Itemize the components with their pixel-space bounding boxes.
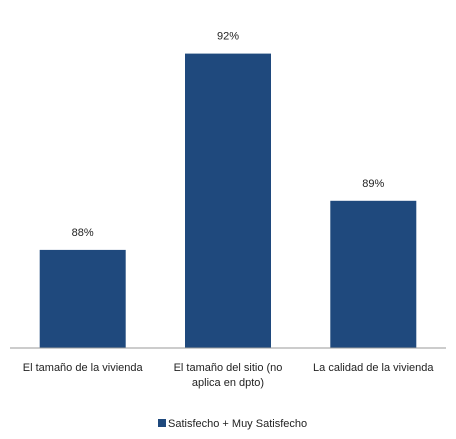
data-label: 89% <box>362 178 384 190</box>
category-label: La calidad de la vivienda <box>313 362 434 374</box>
category-label: El tamaño del sitio (no aplica en dpto) <box>174 362 283 389</box>
bar <box>39 249 126 348</box>
legend-swatch <box>158 419 166 427</box>
bar <box>330 200 417 348</box>
legend-label: Satisfecho + Muy Satisfecho <box>168 418 307 430</box>
category-labels-group: El tamaño de la vivienda El tamaño del si… <box>23 362 435 389</box>
value-labels-group: 88% 92% 89% <box>72 31 385 239</box>
data-label: 92% <box>217 31 239 43</box>
bar <box>185 53 271 348</box>
legend: Satisfecho + Muy Satisfecho <box>158 418 307 430</box>
data-label: 88% <box>72 227 94 239</box>
category-label: El tamaño de la vivienda <box>23 362 144 374</box>
bars-group <box>39 53 417 348</box>
